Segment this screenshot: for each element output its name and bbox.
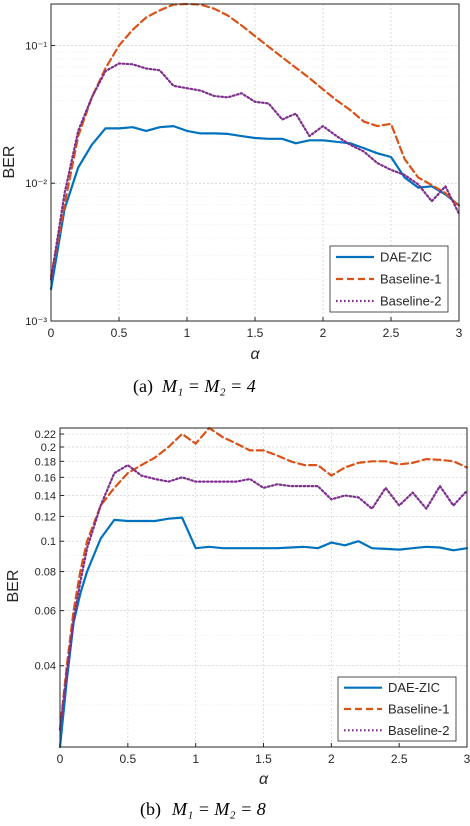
legend-label: Baseline-2 [388,723,449,738]
x-tick-label: 0.5 [111,326,128,340]
x-tick-label: 1 [184,326,191,340]
chart-panel-b: 0 0.5 1 1.5 2 2.5 3 0.04 0.06 0.08 0.1 0.12 0.14 0.16… [5,426,470,820]
x-tick-label: 2.5 [383,326,400,340]
legend-label: DAE-ZIC [380,250,432,265]
series-line-dae-zic [49,124,461,291]
y-tick-label: 10⁻² [25,178,47,190]
y-axis-label: BER [5,570,22,603]
series-line-baseline-2 [58,464,469,731]
y-tick-label: 0.12 [35,511,56,523]
x-tick-label: 2 [320,326,327,340]
legend: DAE-ZIC Baseline-1 Baseline-2 [329,245,449,313]
caption-prefix: (a) [133,376,153,397]
legend-label: Baseline-2 [380,294,441,309]
y-tick-label: 0.16 [35,472,56,484]
x-tick-label: 0 [57,752,64,766]
x-axis-label: α [250,346,260,363]
legend-label: DAE-ZIC [388,680,440,695]
y-tick-label: 10⁻³ [25,316,47,328]
caption-math: M₁ = M₂ = 4 [161,376,256,396]
series-line-dae-zic [58,516,469,749]
series-line-baseline-2 [49,62,461,281]
x-tick-label: 0 [48,326,55,340]
caption-b: (b) M₁ = M₂ = 8 [140,799,266,820]
x-tick-label: 2.5 [391,752,408,766]
y-tick-label: 0.04 [35,661,56,673]
series-line-baseline-1 [49,2,461,278]
y-tick-label: 0.1 [41,536,56,548]
chart-panel-a: 0 0.5 1 1.5 2 2.5 3 10⁻³ 10⁻² 10⁻¹ BER α DAE-ZIC B… [1,2,463,397]
y-tick-label: 0.22 [35,429,56,441]
x-axis-label: α [259,771,269,788]
legend-label: Baseline-1 [388,702,449,717]
y-tick-label: 10⁻¹ [25,40,47,52]
x-tick-label: 1 [192,752,199,766]
y-tick-label: 0.08 [35,567,56,579]
y-tick-label: 0.2 [41,442,56,454]
series-line-baseline-1 [58,426,469,731]
y-tick-label: 0.06 [35,606,56,618]
x-tick-label: 3 [456,326,463,340]
y-tick-label: 0.18 [35,456,56,468]
y-axis-label: BER [1,146,18,179]
legend: DAE-ZIC Baseline-1 Baseline-2 [337,676,457,742]
x-tick-label: 2 [328,752,335,766]
legend-label: Baseline-1 [380,272,441,287]
caption-a: (a) M₁ = M₂ = 4 [133,376,256,397]
x-tick-label: 1.5 [255,752,272,766]
caption-prefix: (b) [140,799,161,820]
x-tick-label: 0.5 [119,752,136,766]
y-tick-label: 0.14 [35,490,56,502]
x-tick-label: 3 [464,752,470,766]
caption-math: M₁ = M₂ = 8 [171,799,266,819]
x-tick-label: 1.5 [247,326,264,340]
